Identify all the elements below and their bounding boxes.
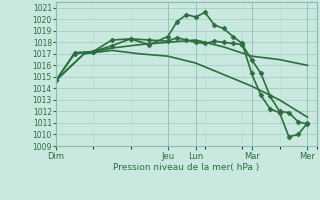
X-axis label: Pression niveau de la mer( hPa ): Pression niveau de la mer( hPa ) — [113, 163, 260, 172]
